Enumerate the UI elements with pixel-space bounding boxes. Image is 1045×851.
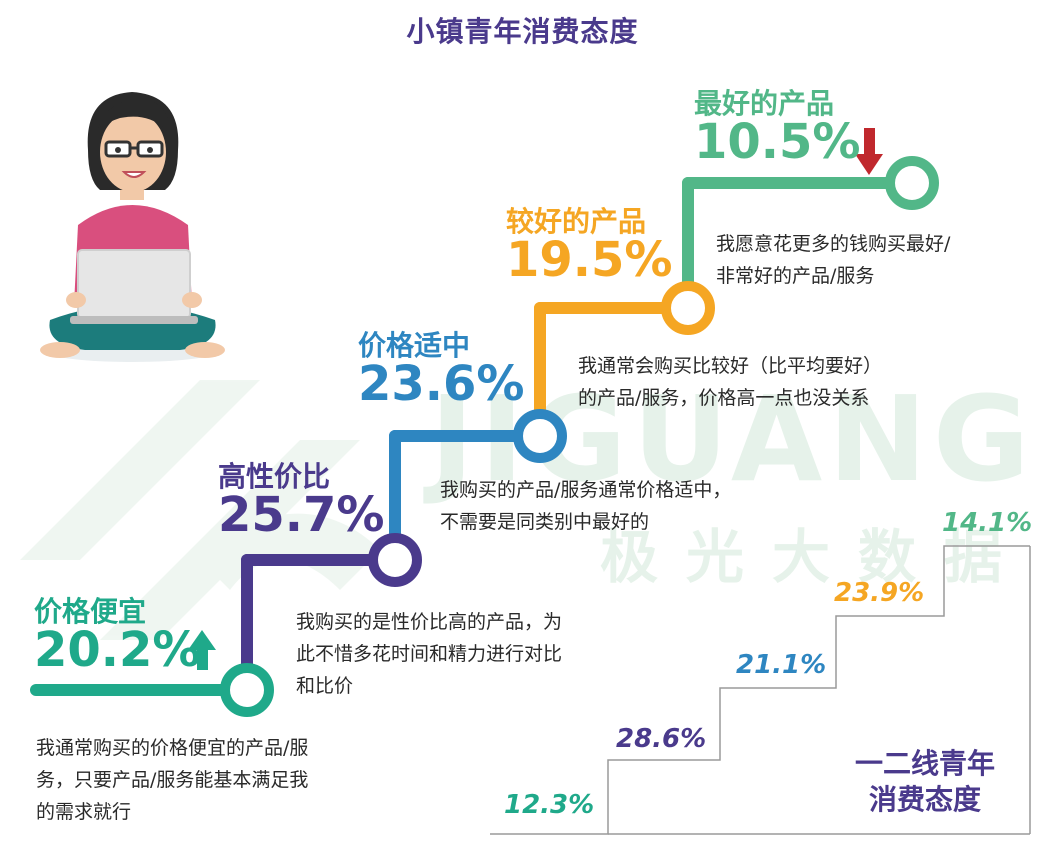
value-label-value: 25.7% [218,487,385,543]
chart-title: 小镇青年消费态度 [406,15,639,48]
step-node-1 [220,663,274,717]
staircase-outline [490,545,1030,835]
description-value: 我购买的是性价比高的产品，为 此不惜多花时间和精力进行对比 和比价 [296,611,563,697]
watermark-chinese: 极光大数据 [600,523,1031,591]
step-node-5 [885,156,939,210]
value-label-best: 10.5% [694,114,861,170]
value-label-better: 19.5% [506,232,673,288]
description-cheap: 我通常购买的价格便宜的产品/服 务，只要产品/服务能基本满足我 的需求就行 [36,737,309,823]
stair-label-value: 28.6% [616,724,707,754]
stair-label-moderate: 21.1% [736,650,827,680]
person-illustration [40,92,225,362]
step-nodes [220,156,939,717]
right-chart-title: 一二线青年 消费态度 [854,747,995,816]
value-label-cheap: 20.2% [34,622,201,678]
stair-label-best: 14.1% [942,508,1033,538]
description-better: 我通常会购买比较好（比平均要好） 的产品/服务，价格高一点也没关系 [578,355,883,409]
description-best: 我愿意花更多的钱购买最好/ 非常好的产品/服务 [716,233,951,287]
staircase [490,545,1031,835]
category-label-moderate: 价格适中 [358,329,471,362]
step-node-4 [661,281,715,335]
step-node-3 [513,409,567,463]
category-label-best: 最好的产品 [694,87,835,120]
category-label-value: 高性价比 [218,460,331,493]
category-label-cheap: 价格便宜 [34,595,147,628]
value-label-moderate: 23.6% [358,356,525,412]
step-node-2 [368,533,422,587]
category-label-better: 较好的产品 [506,205,647,238]
description-moderate: 我购买的产品/服务通常价格适中， 不需要是同类别中最好的 [440,479,732,533]
up-arrow-icon [188,630,216,670]
stair-label-better: 23.9% [834,578,925,608]
down-arrow-icon [855,128,883,175]
stair-label-cheap: 12.3% [504,790,595,820]
